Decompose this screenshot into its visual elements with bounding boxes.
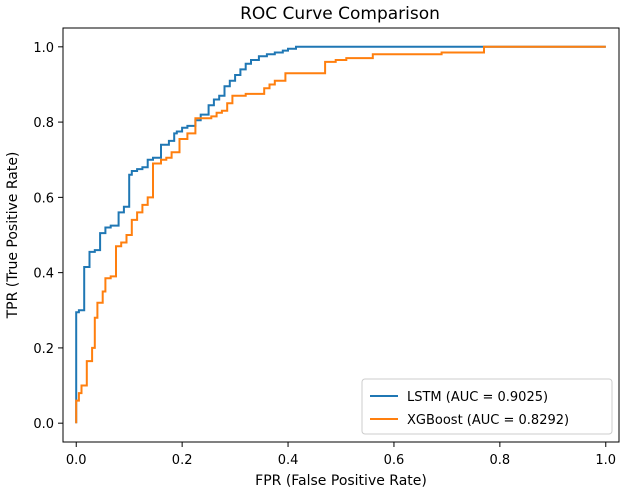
x-tick-label: 0.6 bbox=[384, 453, 405, 468]
legend-label-lstm: LSTM (AUC = 0.9025) bbox=[407, 390, 548, 405]
series-line-lstm bbox=[75, 45, 606, 424]
y-tick-label: 0.2 bbox=[33, 342, 54, 357]
x-tick-label: 0.4 bbox=[278, 453, 299, 468]
series-lines bbox=[75, 45, 606, 424]
y-tick-label: 0.6 bbox=[33, 191, 54, 206]
x-tick-label: 0.8 bbox=[490, 453, 511, 468]
chart-title: ROC Curve Comparison bbox=[240, 4, 440, 24]
y-tick-label: 1.0 bbox=[33, 41, 54, 56]
series-line-xgboost bbox=[75, 45, 606, 424]
y-axis-label: TPR (True Positive Rate) bbox=[5, 152, 21, 320]
y-tick-label: 0.4 bbox=[33, 267, 54, 282]
plot-frame bbox=[62, 27, 620, 443]
legend-label-xgboost: XGBoost (AUC = 0.8292) bbox=[407, 413, 569, 428]
x-axis-label: FPR (False Positive Rate) bbox=[255, 473, 427, 489]
legend-box bbox=[361, 378, 613, 435]
x-tick-label: 0.2 bbox=[172, 453, 193, 468]
x-tick-label: 1.0 bbox=[595, 453, 616, 468]
x-tick-label: 0.0 bbox=[66, 453, 87, 468]
axis-ticks: 0.0 0.2 0.4 0.6 0.8 1.0 0.0 0.2 0.4 0.6 0.8 1.0 bbox=[33, 41, 616, 468]
y-tick-label: 0.0 bbox=[33, 417, 54, 432]
legend: LSTM (AUC = 0.9025) XGBoost (AUC = 0.8292… bbox=[361, 378, 613, 435]
y-tick-label: 0.8 bbox=[33, 116, 54, 131]
